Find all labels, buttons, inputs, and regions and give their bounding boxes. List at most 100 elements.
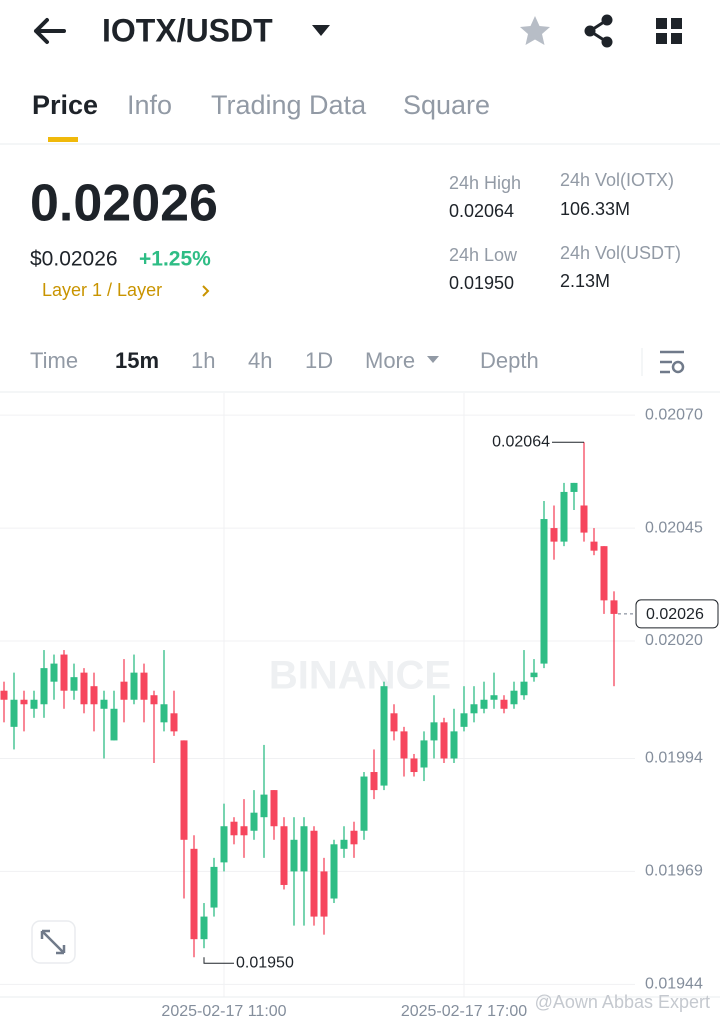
candle-body: [300, 826, 308, 872]
last-price-box: [635, 599, 719, 629]
stat-label: 24h Low: [449, 245, 518, 265]
candle-body: [0, 690, 8, 700]
interval[interactable]: Depth: [480, 348, 539, 373]
candle-body: [210, 866, 218, 908]
candle-body: [260, 794, 268, 818]
candle-body: [420, 740, 428, 768]
usd-price: $0.02026: [30, 248, 118, 271]
tab[interactable]: Trading Data: [211, 90, 367, 120]
candle-body: [120, 681, 128, 700]
candle-body: [40, 668, 48, 705]
watermark: @Aown Abbas Expert: [535, 992, 710, 1012]
more-dropdown[interactable]: [427, 356, 439, 363]
candle-body: [500, 699, 508, 709]
candle-body: [30, 699, 38, 709]
last-price-label: 0.02026: [646, 606, 704, 623]
candle-body: [470, 704, 478, 714]
stat-label: 24h High: [449, 173, 521, 193]
candle-body: [480, 699, 488, 709]
candle-body: [440, 722, 448, 759]
tag-chevron[interactable]: [202, 285, 210, 297]
candle-body: [290, 839, 298, 872]
candle-body: [370, 772, 378, 791]
candle-body: [200, 916, 208, 940]
y-tick-label: 0.02045: [645, 519, 703, 536]
annotation-label: 0.02064: [492, 433, 550, 450]
stat-value: 2.13M: [560, 271, 610, 291]
y-tick-label: 0.01969: [645, 863, 703, 880]
candle-body: [410, 758, 418, 773]
candle-body: [350, 830, 358, 845]
candle-body: [570, 482, 578, 492]
interval[interactable]: 1D: [305, 348, 333, 373]
interval[interactable]: 4h: [248, 348, 272, 373]
back-button[interactable]: [34, 18, 66, 44]
chart-settings[interactable]: [660, 350, 685, 374]
candle-body: [540, 519, 548, 664]
favorite-star[interactable]: [520, 16, 550, 45]
candle-body: [340, 839, 348, 849]
candle-body: [90, 686, 98, 705]
candle-body: [80, 672, 88, 705]
interval[interactable]: 1h: [191, 348, 215, 373]
x-tick-label: 2025-02-17 11:00: [161, 1003, 286, 1020]
candle-body: [240, 826, 248, 836]
interval[interactable]: 15m: [115, 348, 159, 373]
candle-body: [230, 821, 238, 836]
candle-body: [180, 740, 188, 840]
candle-body: [590, 541, 598, 551]
last-price: 0.02026: [30, 175, 218, 233]
y-tick-label: 0.01994: [645, 750, 703, 767]
candle-body: [600, 546, 608, 601]
tab[interactable]: Info: [127, 90, 172, 120]
candle-body: [130, 672, 138, 700]
candle-body: [580, 505, 588, 533]
y-tick-label: 0.01944: [645, 976, 703, 993]
candle-body: [380, 686, 388, 786]
tab[interactable]: Price: [32, 90, 98, 120]
share-button[interactable]: [584, 14, 613, 48]
candle-body: [400, 731, 408, 759]
fullscreen-button[interactable]: [31, 920, 76, 964]
candle-body: [450, 731, 458, 759]
interval[interactable]: Time: [30, 348, 78, 373]
category-tag[interactable]: Layer 1 / Layer: [42, 280, 162, 300]
stat-value: 0.01950: [449, 273, 514, 293]
candle-body: [310, 830, 318, 917]
stat-label: 24h Vol(IOTX): [560, 170, 674, 190]
candle-body: [550, 528, 558, 542]
candle-body: [100, 699, 108, 709]
candle-body: [70, 677, 78, 691]
annotation-label: 0.01950: [236, 954, 294, 971]
annotation-line: [203, 957, 234, 964]
candle-body: [390, 713, 398, 732]
candle-body: [250, 812, 258, 831]
candle-body: [160, 704, 168, 723]
candle-body: [110, 708, 118, 741]
candle-body: [360, 776, 368, 831]
candle-body: [270, 790, 278, 827]
candle-body: [560, 491, 568, 542]
interval[interactable]: More: [365, 348, 415, 373]
stat-value: 0.02064: [449, 201, 514, 221]
candle-body: [460, 713, 468, 727]
candle-body: [430, 722, 438, 741]
watermark: BINANCE: [269, 654, 451, 698]
candle-body: [50, 663, 58, 682]
candle-body: [330, 844, 338, 899]
y-tick-label: 0.02020: [645, 632, 703, 649]
candlestick-chart: BINANCE 0.02070 0.02045 0.02020 0.01994 0.019…: [0, 393, 720, 1020]
candle-body: [10, 699, 18, 727]
candle-body: [60, 654, 68, 691]
y-tick-label: 0.02070: [645, 406, 703, 423]
pair-title[interactable]: IOTX/USDT: [102, 12, 273, 48]
candle-body: [610, 600, 618, 614]
grid-menu[interactable]: [656, 18, 682, 44]
stat-label: 24h Vol(USDT): [560, 243, 681, 263]
tab[interactable]: Square: [403, 90, 490, 120]
pair-dropdown[interactable]: [312, 25, 330, 36]
candle-body: [140, 672, 148, 700]
tab-indicator: [48, 137, 78, 142]
